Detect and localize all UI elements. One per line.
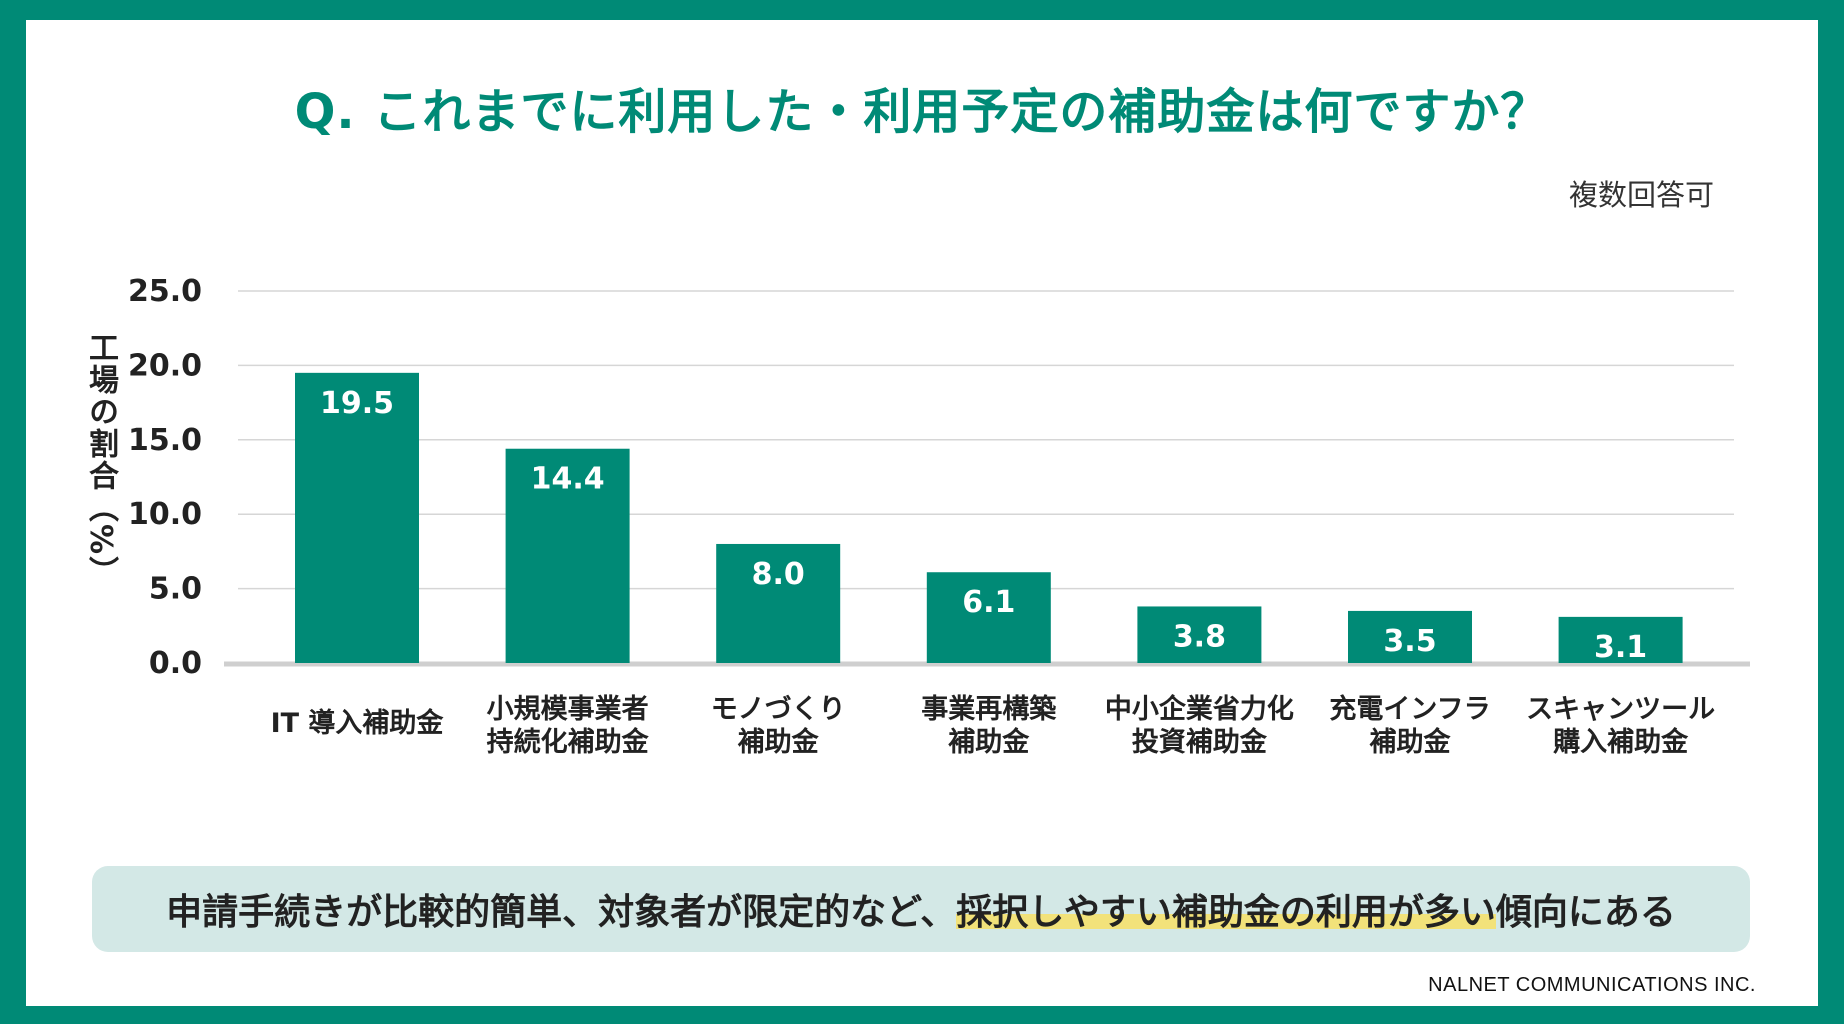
bar [716, 543, 841, 663]
category-label-line: 投資補助金 [1132, 726, 1268, 758]
y-tick-label: 20.0 [128, 348, 202, 383]
category-label-line: 購入補助金 [1553, 726, 1689, 758]
y-tick-label: 10.0 [128, 497, 202, 532]
summary-banner: 申請手続きが比較的簡単、対象者が限定的など、 採択しやすい補助金の利用が多い 傾向に… [92, 866, 1750, 952]
data-label: 14.4 [531, 462, 605, 497]
data-label: 8.0 [752, 557, 805, 592]
data-label: 6.1 [962, 585, 1015, 620]
bar [505, 448, 630, 663]
multiple-answer-note: 複数回答可 [1568, 178, 1714, 212]
category-label: 中小企業省力化投資補助金 [1105, 693, 1294, 758]
category-label-line: 補助金 [1369, 726, 1452, 758]
category-label: スキャンツール購入補助金 [1526, 694, 1715, 758]
category-label-line: スキャンツール [1526, 694, 1715, 725]
bar [1137, 606, 1262, 663]
bar-chart: 0.0 5.0 10.0 15.0 20.0 25.0 19.5 IT 導入補助金 14.4 小規… [128, 274, 1750, 758]
category-label-line: 充電インフラ [1329, 693, 1490, 725]
chart-title: Q. これまでに利用した・利用予定の補助金は何ですか？ [294, 84, 1550, 140]
summary-text-before: 申請手続きが比較的簡単、対象者が限定的など、 [166, 892, 957, 933]
bar [295, 372, 419, 663]
y-tick-label: 5.0 [149, 572, 202, 607]
summary-text-after: 傾向にある [1495, 892, 1676, 933]
category-label-line: 事業再構築 [921, 693, 1057, 725]
category-label: 事業再構築補助金 [921, 693, 1057, 758]
y-axis-label: 工場の割合（%） [83, 332, 118, 589]
y-tick-label: 15.0 [128, 423, 202, 458]
category-label-line: 中小企業省力化 [1105, 693, 1294, 725]
y-tick-label: 0.0 [149, 646, 202, 681]
company-footer: NALNET COMMUNICATIONS INC. [1428, 974, 1756, 996]
category-label: IT 導入補助金 [271, 707, 445, 739]
category-label: 小規模事業者持続化補助金 [487, 694, 650, 758]
category-label-line: 小規模事業者 [487, 694, 649, 725]
category-label-line: 持続化補助金 [487, 726, 650, 758]
category-label-line: IT 導入補助金 [271, 707, 445, 739]
bar [926, 572, 1051, 663]
y-tick-label: 25.0 [128, 274, 202, 309]
category-label-line: 補助金 [947, 726, 1030, 758]
category-label: 充電インフラ補助金 [1329, 693, 1490, 758]
category-label: モノづくり補助金 [711, 694, 846, 758]
summary-text-highlight: 採択しやすい補助金の利用が多い [956, 883, 1496, 935]
data-label: 19.5 [320, 386, 394, 421]
bar [1348, 610, 1472, 663]
bar [1558, 616, 1683, 663]
data-label: 3.5 [1383, 624, 1436, 659]
data-label: 3.1 [1594, 630, 1647, 665]
category-label-line: 補助金 [737, 726, 820, 758]
chart-card: Q. これまでに利用した・利用予定の補助金は何ですか？ 複数回答可 工場の割合（… [26, 20, 1818, 1006]
category-label-line: モノづくり [711, 694, 846, 725]
data-label: 3.8 [1173, 619, 1226, 654]
